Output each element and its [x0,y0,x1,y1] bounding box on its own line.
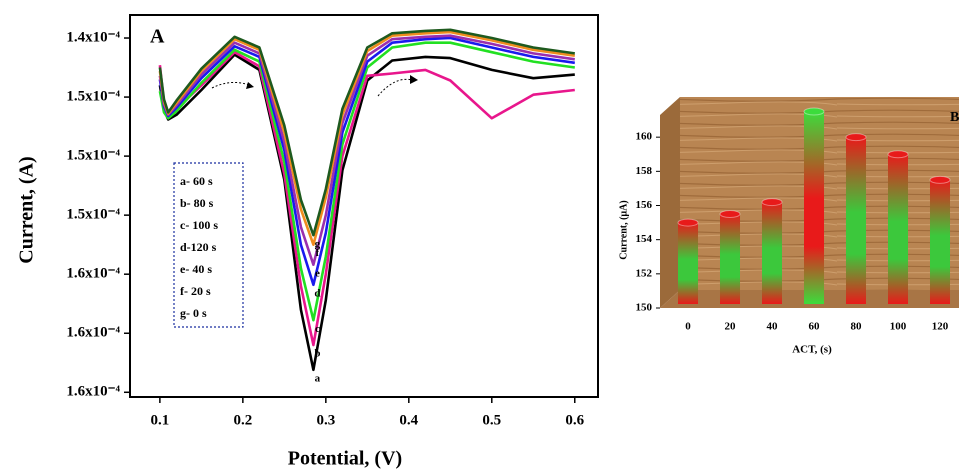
y-tick-label: 1.4x10⁻⁴ [66,29,120,45]
side-wall [660,97,680,308]
x-tick-label: 0.2 [233,412,252,428]
legend-label: f- 20 s [180,284,211,298]
curve-label: g [315,238,321,250]
series-line [158,30,575,246]
y-tick-label: 1.6x10⁻⁴ [66,384,120,400]
x-axis-title: Potential, (V) [288,448,402,470]
bar-cap [761,198,783,207]
series-line [158,50,575,347]
x-tick-label: 20 [725,321,737,333]
curve-label: e [315,267,320,279]
x-tick-label: 0.5 [482,412,501,428]
panel-label: A [150,26,165,48]
curve-label: a [315,372,321,384]
y-tick-label: 1.5x10⁻⁴ [66,148,120,164]
y-axis-title: Current, (A) [16,156,38,263]
legend-label: a- 60 s [180,174,213,188]
series-line [158,41,575,322]
arrowhead [246,82,254,89]
bar-cap [719,210,741,219]
x-tick-label: 0 [685,321,691,333]
legend-label: g- 0 s [180,306,207,320]
y-tick-label: 158 [636,165,653,177]
y-tick-label: 1.5x10⁻⁴ [66,89,120,105]
x-tick-label: 0.4 [399,412,418,428]
bar-cap [887,150,909,159]
bar-cap [677,218,699,227]
series-line [158,36,575,287]
x-tick-label: 80 [851,321,863,333]
legend-label: e- 40 s [180,262,212,276]
bar-cap [929,175,951,184]
y-tick-label: 154 [636,233,653,245]
x-tick-label: 120 [932,321,949,333]
curve-label: f [316,247,320,259]
x-tick-label: 40 [767,321,779,333]
y-axis-title: Current, (µA) [618,200,629,259]
curve-label: b [314,348,320,360]
x-tick-label: 0.1 [150,412,169,428]
series-line [158,34,575,266]
y-tick-label: 156 [636,199,653,211]
y-tick-label: 1.5x10⁻⁴ [66,207,120,223]
x-axis-title: ACT, (s) [792,344,832,356]
x-tick-label: 0.3 [316,412,335,428]
bar [930,179,950,304]
legend-label: d-120 s [180,240,217,254]
x-tick-label: 100 [890,321,907,333]
legend-label: c- 100 s [180,218,218,232]
legend-label: b- 80 s [180,196,214,210]
y-tick-label: 152 [636,267,653,279]
series-line [158,53,575,372]
bar [846,137,866,304]
bar-cap [803,107,825,116]
legend-box [173,162,244,328]
y-tick-label: 1.6x10⁻⁴ [66,266,120,282]
x-tick-label: 60 [809,321,821,333]
bar [720,214,740,304]
bar-cap [845,133,867,142]
bar [762,202,782,304]
arrow [211,82,253,89]
arrowhead [410,75,418,84]
bar [804,111,824,305]
arrow [377,78,413,97]
y-tick-label: 150 [636,302,653,314]
y-tick-label: 160 [636,131,653,143]
bar [678,222,698,304]
series-line [158,28,575,237]
x-tick-label: 0.6 [565,412,584,428]
plot-frame [129,14,599,398]
curve-label: d [314,287,320,299]
bar [888,154,908,304]
panel-label: B [950,110,959,125]
curve-label: c [315,323,320,335]
y-tick-label: 1.6x10⁻⁴ [66,325,120,341]
